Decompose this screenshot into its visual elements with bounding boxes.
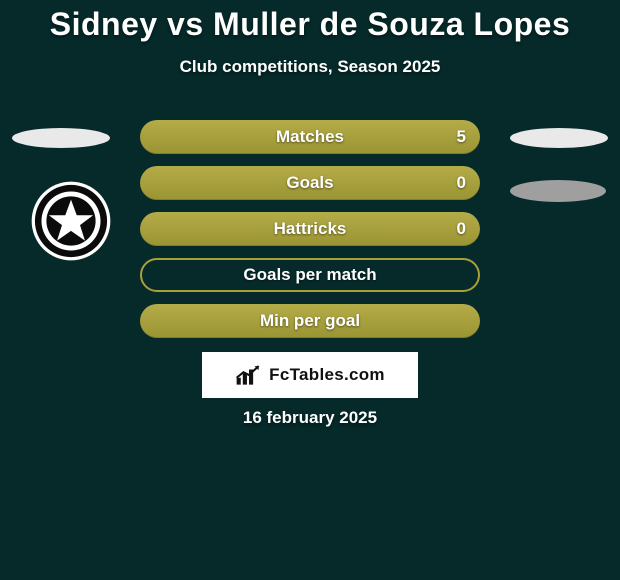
stat-row: Min per goal bbox=[140, 304, 480, 338]
club-crest-left bbox=[30, 180, 112, 262]
player-right-placeholder-1 bbox=[510, 128, 608, 148]
comparison-card: Sidney vs Muller de Souza Lopes Club com… bbox=[0, 0, 620, 580]
stat-label: Matches bbox=[276, 127, 344, 147]
player-right-placeholder-2 bbox=[510, 180, 606, 202]
stat-label: Hattricks bbox=[274, 219, 347, 239]
stat-rows: Matches 5 Goals 0 Hattricks 0 Goals per match M… bbox=[140, 120, 480, 350]
stat-label: Min per goal bbox=[260, 311, 360, 331]
stat-row: Hattricks 0 bbox=[140, 212, 480, 246]
stat-value-right: 0 bbox=[457, 219, 466, 239]
page-title: Sidney vs Muller de Souza Lopes bbox=[0, 0, 620, 43]
bar-chart-up-icon bbox=[235, 364, 263, 386]
stat-value-right: 5 bbox=[457, 127, 466, 147]
botafogo-star-icon bbox=[30, 180, 112, 262]
stat-label: Goals per match bbox=[243, 265, 376, 285]
stat-row-outline: Goals per match bbox=[140, 258, 480, 292]
stat-value-right: 0 bbox=[457, 173, 466, 193]
page-subtitle: Club competitions, Season 2025 bbox=[0, 57, 620, 77]
stat-label: Goals bbox=[286, 173, 333, 193]
branding-text: FcTables.com bbox=[269, 365, 385, 385]
player-left-placeholder-1 bbox=[12, 128, 110, 148]
branding-badge: FcTables.com bbox=[202, 352, 418, 398]
stat-row: Matches 5 bbox=[140, 120, 480, 154]
card-date: 16 february 2025 bbox=[0, 408, 620, 428]
stat-row: Goals 0 bbox=[140, 166, 480, 200]
